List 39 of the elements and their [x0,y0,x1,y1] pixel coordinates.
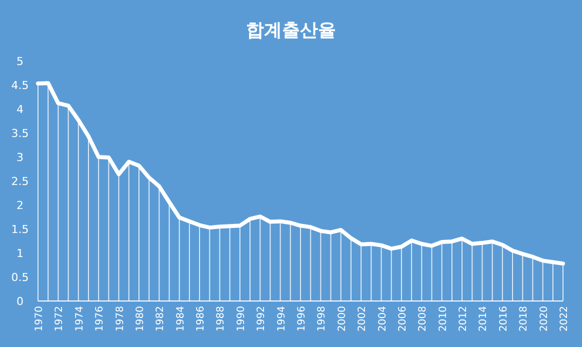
y-tick-label: 1.5 [11,223,29,236]
x-tick-label: 1990 [236,306,247,332]
y-tick-label: 3.5 [11,127,29,140]
x-tick-label: 1992 [256,306,268,332]
x-tick-label: 1996 [296,306,308,332]
x-tick-label: 1970 [34,306,45,332]
x-tick-label: 1986 [196,306,207,332]
y-tick-label: 2.5 [11,175,29,188]
x-tick-label: 1998 [316,306,328,332]
x-tick-label: 1982 [155,306,166,332]
x-tick-label: 2008 [418,306,429,332]
y-tick-label: 0 [16,295,24,308]
x-tick-label: 1980 [134,306,146,332]
y-tick-label: 0.5 [11,271,29,284]
x-tick-label: 2006 [397,306,408,332]
x-tick-label: 1972 [54,306,66,332]
x-tick-label: 2016 [498,306,510,332]
x-tick-label: 2018 [518,306,530,332]
x-tick-label: 2014 [478,306,490,332]
x-tick-label: 1976 [94,306,106,332]
x-tick-label: 2002 [357,306,368,332]
chart-title: 합계출산율 [246,20,336,41]
y-tick-label: 4 [16,103,24,116]
y-tick-label: 4.5 [11,79,29,92]
x-tick-label: 1988 [216,306,227,332]
x-tick-label: 2020 [538,306,550,332]
x-tick-label: 2012 [458,306,470,332]
x-tick-label: 2010 [438,306,449,332]
y-tick-label: 5 [16,55,24,68]
y-tick-label: 3 [16,151,24,164]
x-tick-label: 1978 [114,306,126,332]
x-tick-label: 2004 [377,306,388,332]
x-tick-label: 1974 [74,306,86,332]
x-tick-label: 2022 [559,306,570,332]
x-tick-label: 1994 [276,306,288,332]
x-tick-label: 2000 [336,306,348,332]
y-tick-label: 1 [16,247,24,260]
y-tick-label: 2 [16,199,24,212]
x-tick-label: 1984 [175,306,186,332]
